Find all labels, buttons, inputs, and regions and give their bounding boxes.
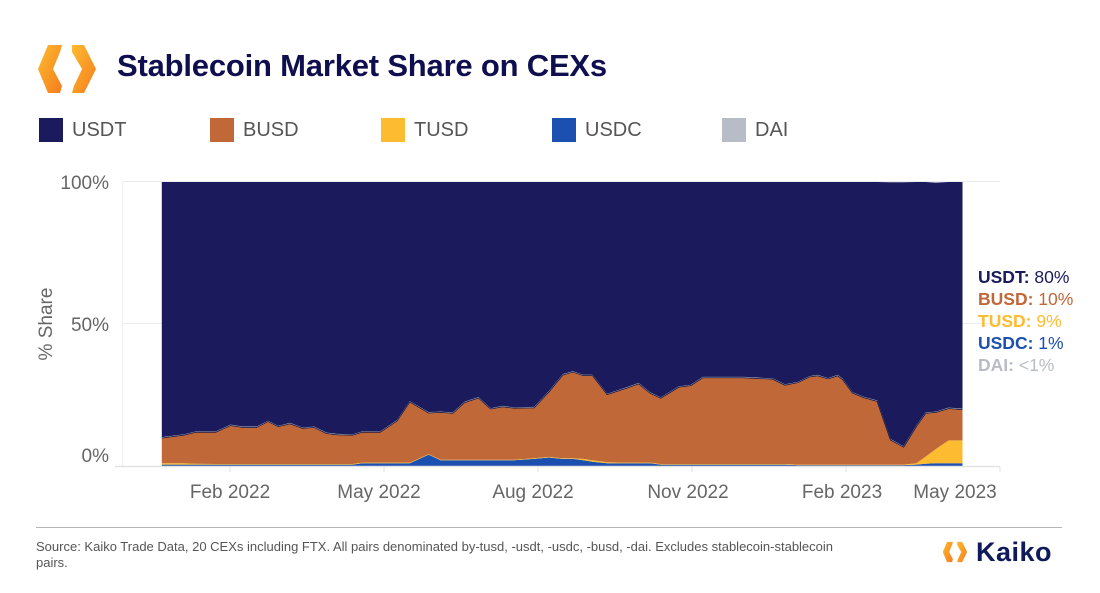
x-tick-label-nov-2022: Nov 2022 bbox=[647, 482, 728, 503]
latest-share-tusd-value: 9% bbox=[1036, 311, 1062, 331]
kaiko-brand[interactable]: Kaiko bbox=[942, 536, 1053, 567]
legend-item-usdc[interactable]: USDC bbox=[552, 118, 642, 142]
legend-item-dai[interactable]: DAI bbox=[722, 118, 788, 142]
latest-share-labels: USDT: 80% BUSD: 10% TUSD: 9% USDC: 1% DA… bbox=[978, 266, 1073, 376]
x-tick-label-may-2022: May 2022 bbox=[337, 482, 420, 503]
latest-share-usdc-value: 1% bbox=[1038, 333, 1064, 353]
area-busd bbox=[161, 371, 963, 465]
latest-share-usdc: USDC: 1% bbox=[978, 332, 1073, 354]
legend-swatch-usdt bbox=[39, 118, 63, 142]
legend-item-busd[interactable]: BUSD bbox=[210, 118, 299, 142]
x-tick-label-feb-2023: Feb 2023 bbox=[802, 482, 882, 503]
latest-share-dai-value: <1% bbox=[1018, 355, 1055, 375]
y-tick-label-100: 100% bbox=[60, 173, 109, 194]
latest-share-usdt-name: USDT: bbox=[978, 267, 1030, 287]
stacked-area-chart: 100% 50% 0% % Share Feb 2022 May 2022 Au… bbox=[36, 173, 1001, 503]
legend-swatch-busd bbox=[210, 118, 234, 142]
latest-share-tusd: TUSD: 9% bbox=[978, 310, 1073, 332]
latest-share-busd-name: BUSD: bbox=[978, 289, 1034, 309]
kaiko-brand-icon bbox=[942, 541, 968, 563]
legend-label-dai: DAI bbox=[755, 118, 789, 141]
area-series-group bbox=[161, 182, 963, 466]
kaiko-logo-icon bbox=[38, 45, 96, 93]
x-tick-label-aug-2022: Aug 2022 bbox=[492, 482, 573, 503]
chart-title: Stablecoin Market Share on CEXs bbox=[117, 48, 607, 83]
y-tick-label-50: 50% bbox=[71, 315, 109, 336]
footer-divider bbox=[36, 527, 1062, 528]
kaiko-brand-text: Kaiko bbox=[976, 536, 1053, 567]
legend-label-tusd: TUSD bbox=[414, 118, 469, 141]
x-tick-label-feb-2022: Feb 2022 bbox=[190, 482, 270, 503]
x-tick-labels: Feb 2022 May 2022 Aug 2022 Nov 2022 Feb … bbox=[190, 482, 997, 503]
legend-label-usdt: USDT bbox=[72, 118, 127, 141]
legend-label-busd: BUSD bbox=[243, 118, 299, 141]
legend-label-usdc: USDC bbox=[585, 118, 642, 141]
legend-item-usdt[interactable]: USDT bbox=[39, 118, 126, 142]
x-ticks bbox=[229, 467, 1001, 472]
latest-share-tusd-name: TUSD: bbox=[978, 311, 1032, 331]
y-axis-title: % Share bbox=[36, 288, 57, 361]
x-tick-label-may-2023: May 2023 bbox=[913, 482, 996, 503]
source-note: Source: Kaiko Trade Data, 20 CEXs includ… bbox=[36, 539, 834, 570]
legend-swatch-tusd bbox=[381, 118, 405, 142]
area-usdc bbox=[161, 454, 963, 466]
area-usdt bbox=[161, 182, 963, 447]
latest-share-busd: BUSD: 10% bbox=[978, 288, 1073, 310]
legend-swatch-dai bbox=[722, 118, 746, 142]
y-tick-labels: 100% 50% 0% bbox=[60, 173, 109, 467]
legend-item-tusd[interactable]: TUSD bbox=[381, 118, 468, 142]
latest-share-usdt-value: 80% bbox=[1034, 267, 1070, 287]
latest-share-dai-name: DAI: bbox=[978, 355, 1014, 375]
latest-share-usdc-name: USDC: bbox=[978, 333, 1034, 353]
y-tick-label-0: 0% bbox=[82, 446, 110, 467]
latest-share-usdt: USDT: 80% bbox=[978, 266, 1073, 288]
latest-share-dai: DAI: <1% bbox=[978, 354, 1073, 376]
latest-share-busd-value: 10% bbox=[1038, 289, 1074, 309]
legend-swatch-usdc bbox=[552, 118, 576, 142]
